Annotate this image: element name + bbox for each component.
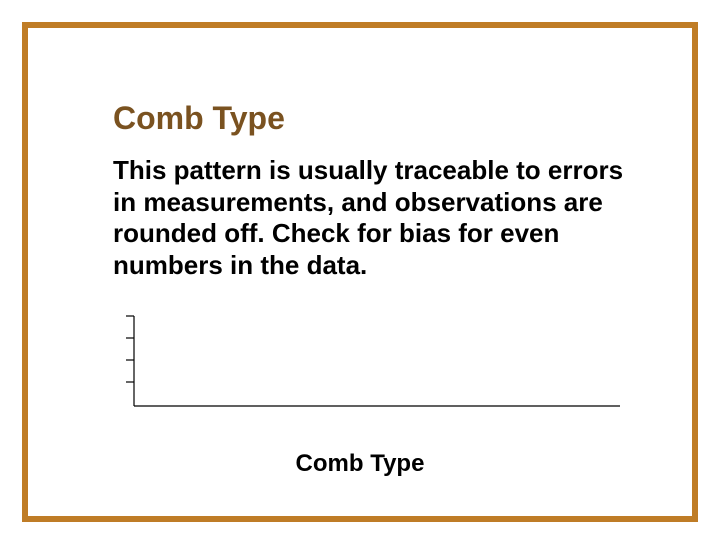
chart-axes [120, 300, 620, 428]
heading: Comb Type [113, 100, 285, 137]
slide: Comb Type This pattern is usually tracea… [0, 0, 720, 540]
body-text: This pattern is usually traceable to err… [113, 155, 633, 282]
chart-caption: Comb Type [0, 450, 720, 478]
axes-svg [120, 300, 620, 428]
